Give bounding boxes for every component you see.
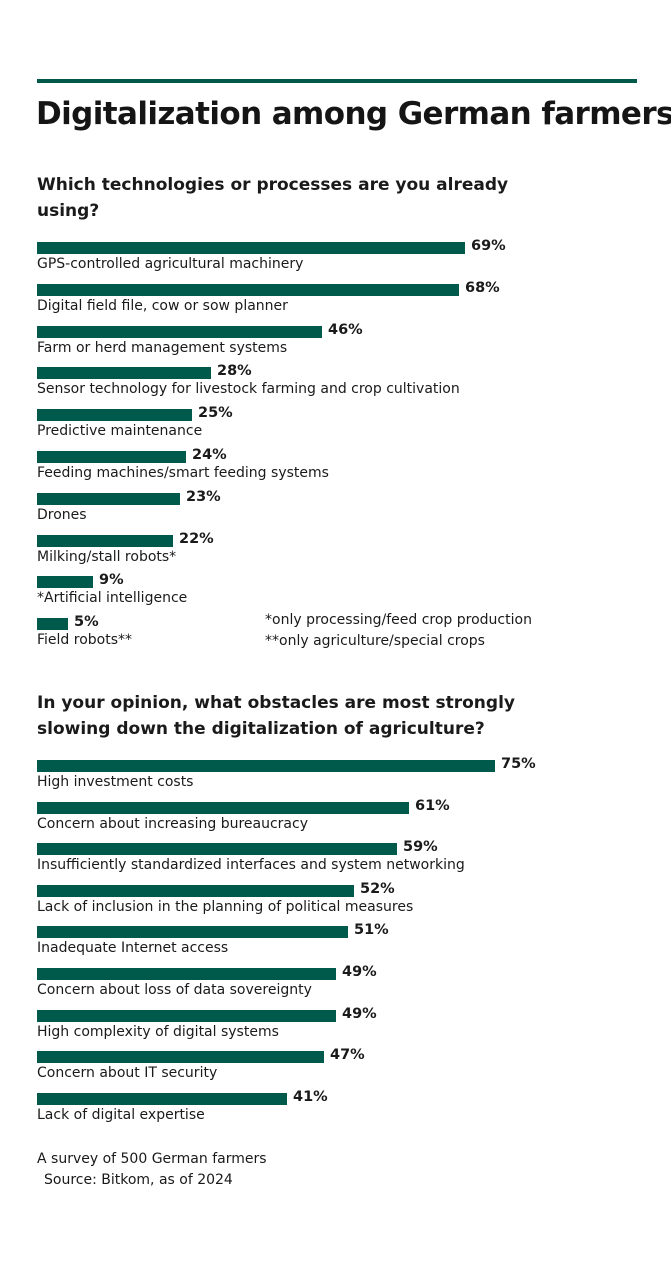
bar-row: 61% Concern about increasing bureaucracy xyxy=(37,798,637,844)
bar xyxy=(37,618,68,631)
bar xyxy=(37,409,192,422)
bar xyxy=(37,1009,336,1022)
bar-value-label: 47% xyxy=(330,1047,365,1064)
bar xyxy=(37,367,211,380)
bar-value-label: 23% xyxy=(186,488,221,505)
bar-value-label: 5% xyxy=(74,614,99,631)
bar-value-label: 69% xyxy=(471,238,506,254)
bar xyxy=(37,760,495,772)
bar-category-label: GPS-controlled agricultural machinery xyxy=(37,256,304,272)
chart2-title-line1: In your opinion, what obstacles are most… xyxy=(37,693,515,713)
bar-value-label: 59% xyxy=(403,839,438,856)
bar xyxy=(37,242,465,254)
bar-value-label: 22% xyxy=(179,530,214,547)
chart2-title: In your opinion, what obstacles are most… xyxy=(37,690,515,742)
footnote-double-asterisk: **only agriculture/special crops xyxy=(265,633,485,649)
bar-row: 49% Concern about loss of data sovereignt… xyxy=(37,964,637,1010)
bar-category-label: Farm or herd management systems xyxy=(37,339,288,356)
bar-category-label: Digital field file, cow or sow planner xyxy=(37,297,288,314)
bar xyxy=(37,1092,287,1105)
chart1-title-line1: Which technologies or processes are you … xyxy=(37,175,509,195)
bar-row: 25% Predictive maintenance xyxy=(37,405,637,451)
bar-value-label: 75% xyxy=(501,756,536,772)
top-rule xyxy=(37,79,637,83)
bar-row: 68% Digital field file, cow or sow planne… xyxy=(37,280,637,326)
bar-row: 28% Sensor technology for livestock farmi… xyxy=(37,363,637,409)
bar-row: 59% Insufficiently standardized interface… xyxy=(37,839,637,885)
bar-category-label: Sensor technology for livestock farming … xyxy=(37,381,460,398)
bar-value-label: 68% xyxy=(465,279,500,296)
bar-value-label: 24% xyxy=(192,447,227,463)
bar-category-label: Predictive maintenance xyxy=(37,423,203,440)
bar-value-label: 49% xyxy=(342,1005,377,1022)
bar-row: 46% Farm or herd management systems xyxy=(37,322,637,368)
bar xyxy=(37,884,354,897)
bar-row: 9% *Artificial intelligence xyxy=(37,572,637,618)
bar-category-label: Concern about IT security xyxy=(37,1065,218,1082)
chart1-title-line2: using? xyxy=(37,201,100,221)
bar xyxy=(37,968,336,980)
bar xyxy=(37,801,409,814)
bar-category-label: High complexity of digital systems xyxy=(37,1023,279,1040)
bar-category-label: Field robots** xyxy=(37,632,133,649)
bar-value-label: 25% xyxy=(198,405,233,422)
bar-category-label: Insufficiently standardized interfaces a… xyxy=(37,857,465,874)
bar-category-label: Inadequate Internet access xyxy=(37,940,229,957)
bar-row: 51% Inadequate Internet access xyxy=(37,922,637,968)
bar xyxy=(37,576,93,589)
bar-row: 41% Lack of digital expertise xyxy=(37,1089,637,1135)
bar-row: 75% High investment costs xyxy=(37,756,637,802)
bar-category-label: Milking/stall robots* xyxy=(37,548,177,565)
bar-category-label: Feeding machines/smart feeding systems xyxy=(37,465,329,481)
bar-category-label: High investment costs xyxy=(37,774,194,790)
bar xyxy=(37,534,173,547)
bar xyxy=(37,1051,324,1064)
bar-category-label: *Artificial intelligence xyxy=(37,590,188,607)
bar-value-label: 46% xyxy=(328,321,363,338)
bar-row: 5% Field robots** xyxy=(37,614,637,660)
bar xyxy=(37,843,397,856)
bar xyxy=(37,492,180,505)
bar-value-label: 51% xyxy=(354,922,389,939)
bar-row: 49% High complexity of digital systems xyxy=(37,1006,637,1052)
footer-source: Source: Bitkom, as of 2024 xyxy=(44,1172,233,1188)
bar-value-label: 52% xyxy=(360,880,395,897)
bar-row: 22% Milking/stall robots* xyxy=(37,531,637,577)
bar-value-label: 9% xyxy=(99,572,124,589)
footnote-single-asterisk: *only processing/feed crop production xyxy=(265,612,532,628)
bar-row: 47% Concern about IT security xyxy=(37,1047,637,1093)
bar xyxy=(37,926,348,939)
bar-row: 24% Feeding machines/smart feeding system… xyxy=(37,447,637,493)
bar-category-label: Lack of inclusion in the planning of pol… xyxy=(37,898,414,915)
bar-category-label: Drones xyxy=(37,506,87,523)
bar-category-label: Lack of digital expertise xyxy=(37,1106,205,1123)
bar-value-label: 41% xyxy=(293,1088,328,1105)
chart1-title: Which technologies or processes are you … xyxy=(37,172,508,224)
chart2-title-line2: slowing down the digitalization of agric… xyxy=(37,719,485,739)
bar-value-label: 61% xyxy=(415,797,450,814)
bar-row: 69% GPS-controlled agricultural machinery xyxy=(37,238,637,284)
bar-row: 23% Drones xyxy=(37,489,637,535)
footer-survey-note: A survey of 500 German farmers xyxy=(37,1151,267,1167)
bar xyxy=(37,283,459,296)
bar-category-label: Concern about increasing bureaucracy xyxy=(37,815,308,832)
bar xyxy=(37,451,186,463)
page-title: Digitalization among German farmers xyxy=(36,96,671,132)
bar xyxy=(37,325,322,338)
bar-category-label: Concern about loss of data sovereignty xyxy=(37,982,312,998)
bar-value-label: 28% xyxy=(217,363,252,380)
bar-row: 52% Lack of inclusion in the planning of … xyxy=(37,881,637,927)
bar-value-label: 49% xyxy=(342,964,377,980)
